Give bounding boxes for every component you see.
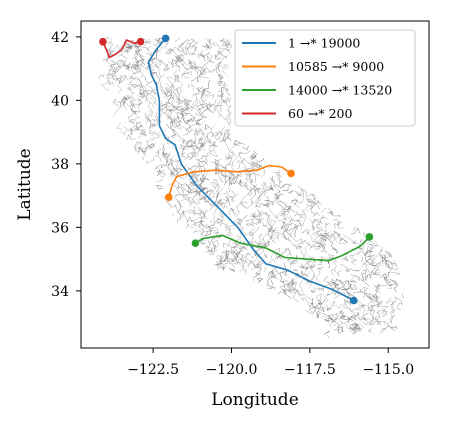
legend-label-3: 14000 →* 13520 (288, 83, 392, 98)
road-network-lines (98, 37, 404, 338)
series-line-4 (102, 39, 141, 59)
plot-frame (80, 20, 430, 349)
series-start-marker-1 (161, 34, 170, 43)
y-tick-label: 42 (51, 30, 69, 46)
series-line-3 (194, 234, 370, 262)
legend-label-4: 60 →* 200 (288, 106, 352, 121)
y-tick-label: 36 (51, 220, 69, 236)
legend-box (234, 29, 416, 127)
series-end-marker-2 (287, 169, 295, 178)
y-tick-label: 38 (51, 157, 69, 173)
y-tick-label: 34 (51, 284, 69, 300)
x-tick-label: −117.5 (284, 362, 336, 378)
x-axis-label: Longitude (211, 390, 299, 410)
x-tick-label: −122.5 (127, 362, 179, 378)
legend-label-1: 1 →* 19000 (288, 36, 360, 51)
series-layer (99, 34, 374, 305)
legend: 1 →* 19000 10585 →* 9000 14000 →* 13520 60 … (234, 29, 416, 127)
series-start-marker-3 (191, 239, 200, 248)
y-tick-label: 40 (51, 93, 69, 109)
legend-label-2: 10585 →* 9000 (288, 59, 384, 74)
series-start-marker-4 (99, 37, 107, 46)
y-axis-ticks: 34 36 38 40 42 (51, 30, 81, 300)
x-tick-label: −120.0 (206, 362, 258, 378)
series-line-2 (168, 164, 292, 198)
road-network (98, 37, 404, 338)
series-start-marker-2 (164, 193, 173, 201)
y-axis-label: Latitude (15, 148, 35, 220)
series-end-marker-3 (365, 233, 374, 241)
x-axis-ticks: −122.5 −120.0 −117.5 −115.0 (127, 348, 414, 378)
series-line-1 (147, 37, 355, 302)
series-end-marker-1 (349, 296, 358, 305)
x-tick-label: −115.0 (362, 362, 414, 378)
series-end-marker-4 (136, 37, 145, 46)
